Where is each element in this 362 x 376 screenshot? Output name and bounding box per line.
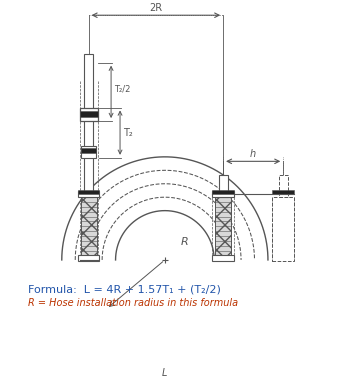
Bar (273, 190, 294, 194)
Text: 2R: 2R (150, 3, 163, 12)
Bar (81, 148, 96, 153)
Text: Formula:  L = 4R + 1.57T₁ + (T₂/2): Formula: L = 4R + 1.57T₁ + (T₂/2) (28, 285, 220, 295)
Bar (219, 175, 228, 197)
Bar (212, 190, 234, 194)
Bar (212, 255, 234, 261)
Bar (81, 146, 96, 158)
Text: R = Hose installation radius in this formula: R = Hose installation radius in this for… (28, 298, 238, 308)
Bar (78, 190, 100, 194)
Bar (215, 197, 231, 255)
Bar (212, 191, 234, 197)
Text: T₂/2: T₂/2 (114, 85, 130, 94)
Bar (78, 255, 100, 261)
Text: R: R (181, 237, 189, 247)
Bar (279, 175, 288, 197)
Bar (81, 197, 97, 255)
Text: h: h (250, 149, 256, 159)
Bar (273, 197, 294, 261)
Bar (80, 108, 98, 121)
Bar (84, 54, 93, 197)
Bar (78, 191, 100, 197)
Bar (80, 111, 98, 117)
Text: T₂: T₂ (123, 127, 132, 138)
Text: L: L (162, 368, 168, 376)
